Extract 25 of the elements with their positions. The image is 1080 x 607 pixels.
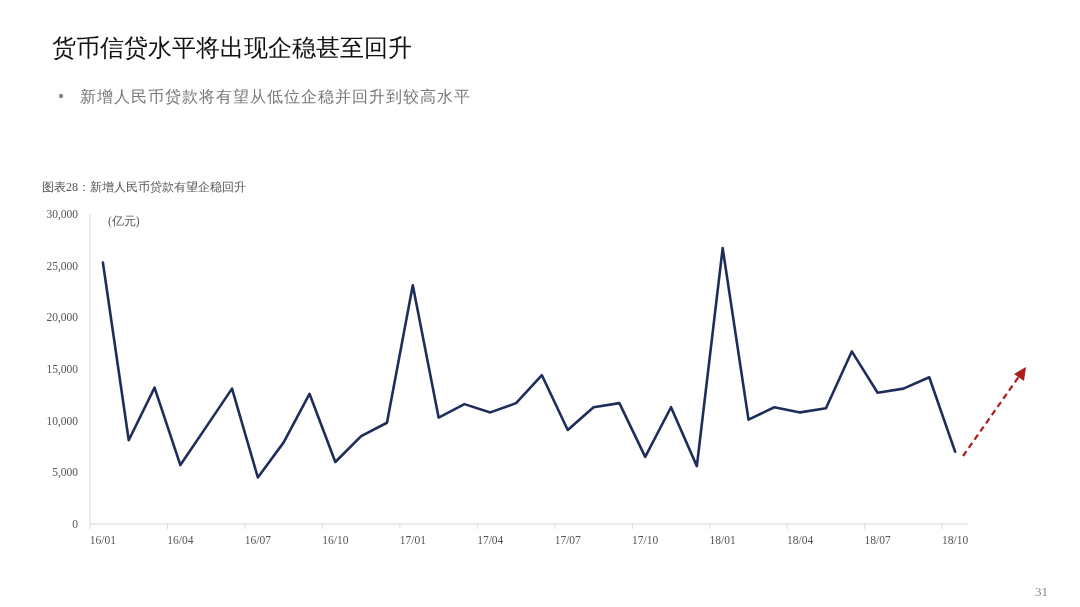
y-tick-label: 10,000 <box>46 414 79 428</box>
x-tick-label: 18/07 <box>864 534 891 546</box>
chart-subtitle: 新增人民币贷款将有望从低位企稳并回升到较高水平 <box>80 88 471 105</box>
y-tick-label: 30,000 <box>46 208 79 221</box>
y-tick-label: 25,000 <box>46 259 79 273</box>
text: 31 <box>1035 584 1048 599</box>
x-tick-label: 17/10 <box>632 534 659 546</box>
x-tick-label: 17/07 <box>554 534 582 546</box>
x-tick-label: 18/10 <box>941 534 969 546</box>
x-tick-label: 18/01 <box>709 534 737 546</box>
y-tick-label: 20,000 <box>46 311 79 325</box>
text: 图表28：新增人民币贷款有望企稳回升 <box>42 180 246 194</box>
x-tick-label: 16/07 <box>244 534 272 546</box>
line-series <box>101 246 957 479</box>
x-tick-label: 17/04 <box>477 534 504 546</box>
x-tick-label: 17/01 <box>399 534 427 546</box>
chart-title: 货币信贷水平将出现企稳甚至回升 <box>52 35 412 61</box>
x-tick-label: 16/04 <box>167 534 194 546</box>
y-axis-title: (亿元) <box>108 215 140 228</box>
y-tick-label: 0 <box>72 518 79 530</box>
x-tick-label: 16/01 <box>89 534 117 546</box>
x-tick-label: 18/04 <box>787 534 814 546</box>
y-tick-label: 5,000 <box>52 466 79 480</box>
y-tick-label: 15,000 <box>46 363 79 376</box>
x-tick-label: 16/10 <box>322 534 349 546</box>
